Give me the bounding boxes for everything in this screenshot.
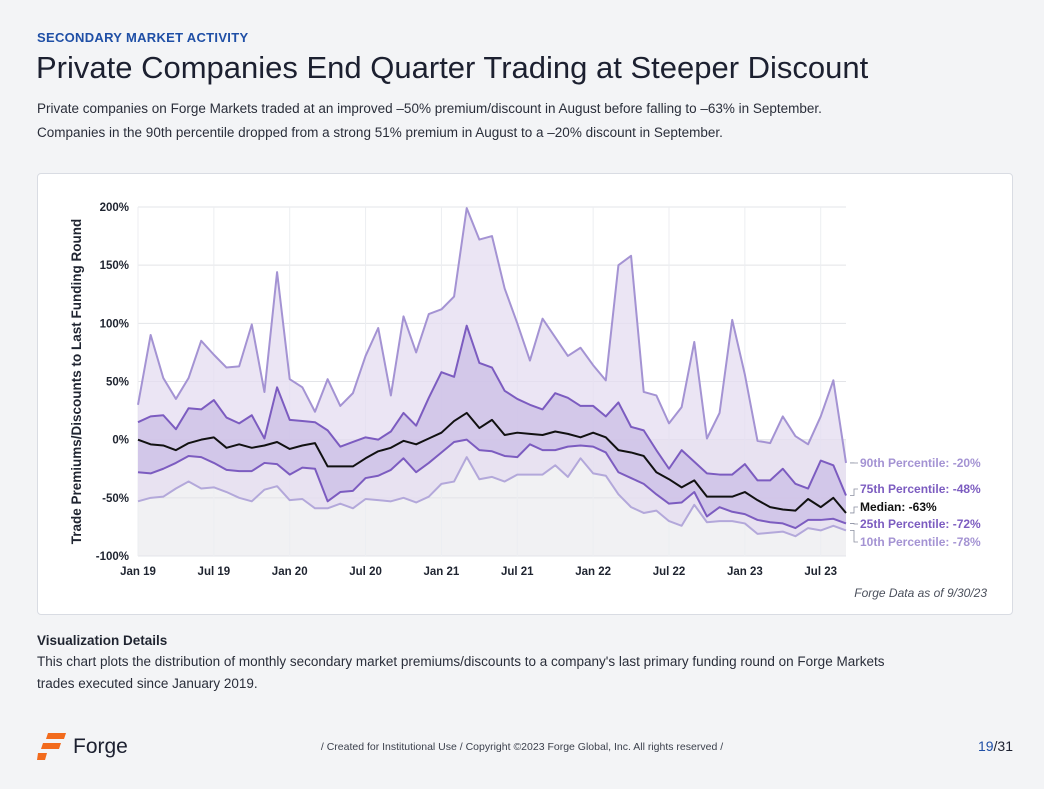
p90-line xyxy=(137,207,847,464)
x-tick-label: Jul 19 xyxy=(198,566,231,578)
footer-copyright: / Created for Institutional Use / Copyri… xyxy=(320,741,724,753)
details-text: This chart plots the distribution of mon… xyxy=(37,654,885,691)
y-tick-label: -50% xyxy=(102,493,129,505)
page-subtitle: Private companies on Forge Markets trade… xyxy=(37,101,822,140)
page-current: 19 xyxy=(977,738,994,754)
y-tick-label: 50% xyxy=(106,377,129,389)
series-end-label: 25th Percentile: -72% xyxy=(860,517,981,531)
page-title: Private Companies End Quarter Trading at… xyxy=(36,50,869,85)
y-tick-label: 200% xyxy=(100,202,129,214)
x-tick-label: Jul 22 xyxy=(653,566,686,578)
y-axis-title: Trade Premiums/Discounts to Last Funding… xyxy=(69,219,84,545)
x-tick-label: Jan 22 xyxy=(575,566,611,578)
x-tick-label: Jan 21 xyxy=(424,566,460,578)
details-heading: Visualization Details xyxy=(37,633,168,648)
series-end-label: 90th Percentile: -20% xyxy=(860,456,981,470)
median-line xyxy=(137,411,847,514)
x-tick-label: Jan 23 xyxy=(727,566,763,578)
y-tick-label: 100% xyxy=(100,318,129,330)
x-tick-label: Jul 23 xyxy=(804,566,837,578)
p75-line xyxy=(137,324,847,496)
x-tick-label: Jan 20 xyxy=(272,566,308,578)
y-tick-label: 0% xyxy=(112,435,129,447)
data-source-note: Forge Data as of 9/30/23 xyxy=(854,586,987,600)
end-label-leader xyxy=(850,523,858,525)
p25-p75-band xyxy=(138,325,846,529)
series-end-label: Median: -63% xyxy=(860,500,937,514)
p25-line xyxy=(137,438,847,530)
x-tick-label: Jul 21 xyxy=(501,566,534,578)
end-label-leader xyxy=(850,488,858,496)
end-label-leader xyxy=(850,506,858,514)
x-tick-label: Jan 19 xyxy=(120,566,156,578)
series-end-label: 75th Percentile: -48% xyxy=(860,482,981,496)
y-tick-label: -100% xyxy=(96,551,129,563)
forge-logo: Forge xyxy=(37,733,128,761)
section-kicker: SECONDARY MARKET ACTIVITY xyxy=(37,30,249,45)
page-total: /31 xyxy=(993,738,1013,754)
page-number: 19/31 xyxy=(978,738,1013,754)
brand-name: Forge xyxy=(73,735,128,758)
series-end-label: 10th Percentile: -78% xyxy=(860,535,981,549)
p10-line xyxy=(137,456,847,538)
x-tick-label: Jul 20 xyxy=(349,566,382,578)
forge-logo-mark-icon xyxy=(37,733,66,760)
end-label-leader xyxy=(850,530,858,543)
y-tick-label: 150% xyxy=(100,260,129,272)
chart-card: -100% -50% 0% 50% 100% 150% 200% Jan 19 Jul 19 Ja… xyxy=(37,173,1013,615)
percentile-area-chart: -100% -50% 0% 50% 100% 150% 200% Jan 19 Jul 19 Ja… xyxy=(69,202,981,578)
